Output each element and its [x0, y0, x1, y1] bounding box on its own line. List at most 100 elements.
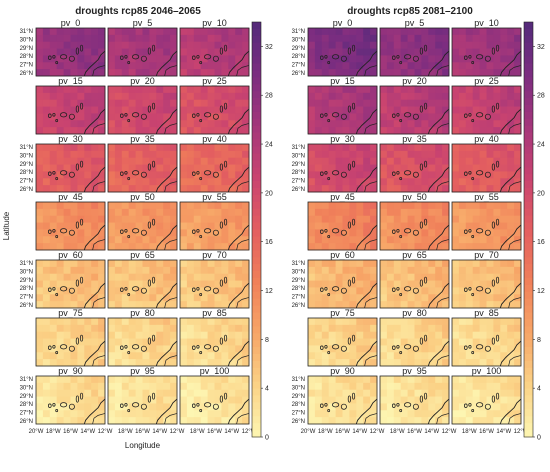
map-panel-pv-90: pv_90 — [307, 366, 378, 425]
island-outline — [412, 229, 419, 236]
map-cell — [221, 403, 229, 411]
map-cell — [465, 266, 474, 275]
island-outline — [419, 163, 423, 171]
map-cell — [228, 185, 236, 193]
map-cell — [135, 202, 143, 210]
colorbar-swatch — [524, 430, 533, 438]
island-outline — [391, 345, 396, 350]
map-cell — [70, 28, 78, 36]
map-cell — [77, 62, 85, 70]
map-cell — [221, 229, 229, 237]
map-cell — [135, 69, 143, 77]
inland-border — [508, 65, 522, 77]
map-cell — [380, 178, 388, 186]
map-cell — [407, 410, 415, 418]
map-cell — [428, 352, 436, 360]
map-cell — [442, 376, 450, 384]
map-cell — [56, 41, 64, 49]
island-outline — [399, 350, 403, 355]
map-cell — [114, 403, 123, 411]
map-cell — [363, 202, 371, 210]
map-cell — [142, 157, 150, 165]
map-cell — [77, 243, 85, 251]
map-cell — [380, 403, 388, 411]
island-outline — [140, 287, 147, 294]
map-cell — [314, 376, 323, 384]
map-cell — [458, 236, 467, 244]
map-cell — [452, 396, 460, 404]
map-cell — [428, 86, 436, 94]
map-cell — [135, 99, 143, 107]
african-coastline — [355, 340, 378, 367]
island-outline — [403, 54, 412, 60]
map-cell — [314, 318, 323, 326]
map-cell — [414, 127, 422, 135]
map-frame — [179, 259, 250, 309]
map-cell — [180, 55, 188, 63]
island-outline — [199, 118, 203, 123]
map-cell — [91, 208, 99, 217]
map-cell — [170, 331, 178, 339]
map-panel-pv-70: pv_70 — [451, 250, 522, 309]
map-cell — [321, 92, 330, 101]
map-cell — [180, 403, 188, 411]
map-cell — [486, 382, 494, 391]
map-cell — [380, 69, 388, 77]
map-cell — [507, 48, 515, 56]
map-cell — [452, 113, 460, 121]
map-cell — [479, 359, 487, 367]
map-cell — [228, 106, 236, 114]
map-cell — [170, 178, 178, 186]
map-cell — [328, 127, 336, 135]
map-cell — [49, 359, 58, 367]
panel-label: pv_25 — [202, 76, 227, 86]
map-cell — [335, 34, 343, 43]
map-cell — [465, 324, 474, 333]
map-cell — [221, 417, 229, 425]
map-cell — [507, 376, 515, 384]
map-cell — [84, 222, 92, 230]
map-cell — [370, 294, 378, 302]
map-cell — [108, 410, 116, 418]
map-cell — [407, 403, 415, 411]
map-cell — [77, 48, 85, 56]
map-cell — [70, 376, 78, 384]
map-cell — [180, 359, 188, 367]
map-cell — [393, 178, 402, 186]
map-cell — [335, 144, 343, 152]
map-cell — [428, 287, 436, 295]
map-cell — [42, 266, 51, 275]
map-cell — [56, 208, 64, 217]
map-cell — [328, 287, 336, 295]
map-cell — [200, 287, 208, 295]
map-cell — [308, 359, 316, 367]
island-outline — [199, 176, 203, 181]
map-cell — [193, 86, 202, 94]
map-cell — [214, 294, 222, 302]
map-cell — [56, 171, 64, 179]
map-cell — [63, 389, 71, 397]
african-coastline — [83, 224, 106, 251]
map-cell — [84, 86, 92, 94]
island-outline — [75, 337, 80, 345]
map-cell — [386, 55, 395, 63]
map-cell — [49, 55, 58, 63]
island-outline — [351, 44, 356, 52]
map-cell — [163, 120, 171, 128]
latitude-tick-label: 31°N — [292, 377, 305, 383]
map-cell — [465, 236, 474, 244]
map-cell — [386, 150, 395, 159]
map-cell — [180, 410, 188, 418]
map-cell — [77, 178, 85, 186]
map-cell — [414, 150, 422, 159]
panel-label: pv_65 — [402, 250, 427, 260]
map-cell — [186, 280, 195, 288]
map-cell — [500, 294, 508, 302]
map-cell — [407, 273, 415, 281]
map-cell — [370, 345, 378, 353]
map-cell — [214, 222, 222, 230]
map-cell — [114, 396, 123, 404]
map-cell — [493, 345, 501, 353]
map-cell — [407, 359, 415, 367]
island-outline — [79, 218, 84, 226]
